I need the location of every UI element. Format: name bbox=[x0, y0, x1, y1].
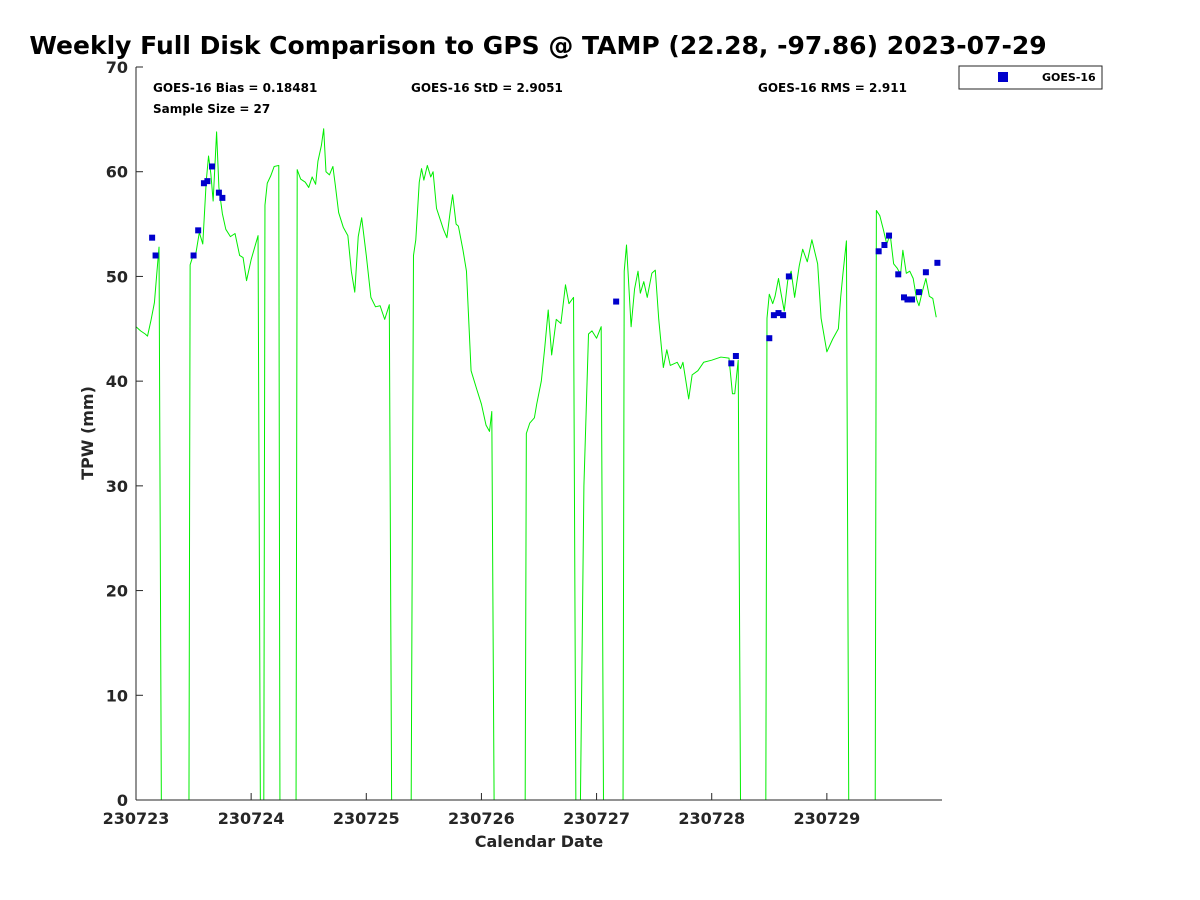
y-tick-label: 60 bbox=[106, 163, 128, 182]
chart-title: Weekly Full Disk Comparison to GPS @ TAM… bbox=[29, 31, 1046, 60]
goes16-data-point bbox=[909, 296, 916, 303]
x-ticks: 230723 230724 230725 230726 230727 230728 2307… bbox=[103, 793, 860, 828]
y-tick-label: 0 bbox=[117, 791, 128, 810]
x-tick-label: 230726 bbox=[448, 809, 515, 828]
goes16-data-point bbox=[895, 271, 902, 278]
std-stat: GOES-16 StD = 2.9051 bbox=[411, 81, 563, 95]
y-tick-label: 40 bbox=[106, 372, 128, 391]
goes16-data-point bbox=[732, 353, 739, 360]
goes16-data-point bbox=[922, 269, 929, 276]
goes16-data-point bbox=[219, 194, 226, 201]
x-axis-label: Calendar Date bbox=[475, 832, 604, 851]
rms-stat: GOES-16 RMS = 2.911 bbox=[758, 81, 907, 95]
goes16-data-point bbox=[190, 252, 197, 259]
goes16-data-point bbox=[934, 259, 941, 266]
goes16-data-point bbox=[195, 227, 202, 234]
gps-tpw-line bbox=[136, 128, 937, 800]
x-tick-label: 230729 bbox=[793, 809, 860, 828]
goes16-data-point bbox=[152, 252, 159, 259]
y-axis-label: TPW (mm) bbox=[78, 386, 97, 480]
x-tick-label: 230725 bbox=[333, 809, 400, 828]
y-tick-label: 50 bbox=[106, 267, 128, 286]
goes16-data-point bbox=[204, 178, 211, 185]
goes16-data-point bbox=[785, 273, 792, 280]
bias-stat: GOES-16 Bias = 0.18481 bbox=[153, 81, 317, 95]
x-tick-label: 230728 bbox=[678, 809, 745, 828]
goes16-data-point bbox=[915, 289, 922, 296]
goes16-data-point bbox=[886, 232, 893, 239]
goes16-data-point bbox=[770, 312, 777, 319]
goes16-data-point bbox=[200, 180, 207, 187]
goes16-data-point bbox=[775, 310, 782, 317]
x-tick-label: 230724 bbox=[218, 809, 285, 828]
y-tick-label: 70 bbox=[106, 58, 128, 77]
axes bbox=[135, 67, 942, 801]
goes16-data-point bbox=[728, 360, 735, 367]
goes16-marker-layer bbox=[149, 163, 941, 367]
y-tick-label: 20 bbox=[106, 582, 128, 601]
x-tick-label: 230723 bbox=[103, 809, 170, 828]
goes16-data-point bbox=[215, 189, 222, 196]
y-ticks: 0 10 20 30 40 50 60 70 bbox=[106, 58, 143, 810]
legend: GOES-16 bbox=[958, 65, 1103, 90]
sample-size-stat: Sample Size = 27 bbox=[153, 102, 270, 116]
y-tick-label: 10 bbox=[106, 686, 128, 705]
goes16-data-point bbox=[904, 296, 911, 303]
goes16-data-point bbox=[766, 335, 773, 342]
goes16-data-point bbox=[875, 248, 882, 255]
legend-marker-square-icon bbox=[998, 72, 1008, 82]
goes16-data-point bbox=[149, 234, 156, 241]
goes16-data-point bbox=[208, 163, 215, 170]
x-tick-label: 230727 bbox=[563, 809, 630, 828]
line-series-layer bbox=[136, 128, 937, 800]
goes16-data-point bbox=[613, 298, 620, 305]
goes16-data-point bbox=[780, 312, 787, 319]
y-tick-label: 30 bbox=[106, 477, 128, 496]
goes16-data-point bbox=[881, 242, 888, 249]
legend-label-goes16: GOES-16 bbox=[1042, 71, 1096, 84]
legend-box bbox=[958, 65, 1103, 90]
goes16-data-point bbox=[901, 294, 907, 301]
